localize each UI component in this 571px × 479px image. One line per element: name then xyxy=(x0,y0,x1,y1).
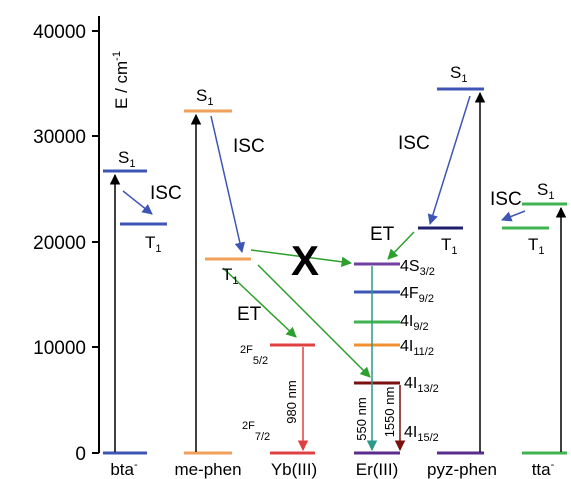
label-pyzphen-isc: ISC xyxy=(398,133,430,154)
label-er-4i152: 4I15/2 xyxy=(404,424,439,444)
label-tta-s1: S1 xyxy=(537,180,554,202)
label-yb-980: 980 nm xyxy=(284,380,299,423)
energy-axis-label-sup: -1 xyxy=(111,51,123,61)
label-er-4f92: 4F9/2 xyxy=(400,285,434,305)
arrow-tta-isc xyxy=(501,210,526,222)
label-pyzphen-et: ET xyxy=(370,224,395,245)
tick-label-40000: 40000 xyxy=(33,22,86,43)
level-labels: S1 T1 S1 T1 2F5/2 2F7/2 4S3/2 4F9/2 4I9/… xyxy=(118,63,554,444)
tick-label-20000: 20000 xyxy=(33,233,86,254)
tick-0: 0 xyxy=(75,444,99,465)
label-er-4i112: 4I11/2 xyxy=(400,338,434,358)
energy-axis-ticks: 0 10000 20000 30000 40000 xyxy=(33,22,99,465)
arrow-pyzphen-isc xyxy=(427,95,471,226)
label-pyzphen-s1: S1 xyxy=(450,63,467,85)
column-label-bta: bta- xyxy=(110,459,138,479)
label-er-550: 550 nm xyxy=(354,397,369,440)
column-label-yb: Yb(III) xyxy=(271,460,317,479)
label-mephen-isc: ISC xyxy=(233,136,265,157)
label-mephen-t1: T1 xyxy=(222,265,239,287)
column-label-mephen: me-phen xyxy=(174,460,241,479)
label-er-4i92: 4I9/2 xyxy=(400,313,429,333)
label-yb-2f52: 2F5/2 xyxy=(240,344,268,367)
label-er-4i132: 4I13/2 xyxy=(404,375,439,395)
label-er-4s32: 4S3/2 xyxy=(400,258,435,278)
energy-axis-label-main: E / cm xyxy=(112,61,131,109)
label-bta-s1: S1 xyxy=(118,148,135,170)
tick-10000: 10000 xyxy=(33,338,99,359)
label-yb-2f72: 2F7/2 xyxy=(242,420,270,443)
arrow-mephen-isc xyxy=(210,115,246,254)
label-mephen-et-yb: ET xyxy=(237,304,262,325)
energy-axis: 0 10000 20000 30000 40000 E / cm-1 xyxy=(33,16,131,465)
levels xyxy=(103,87,567,455)
tick-label-0: 0 xyxy=(75,444,86,465)
arrow-pyzphen-et-er xyxy=(387,231,415,260)
label-bta-t1: T1 xyxy=(145,233,162,255)
arrow-mephen-et-er-s32 xyxy=(250,249,353,267)
transitions xyxy=(109,91,567,452)
tick-40000: 40000 xyxy=(33,22,99,43)
label-tta-t1: T1 xyxy=(528,235,545,257)
label-er-1550: 1550 nm xyxy=(382,387,397,438)
transition-labels: ISC ISC ET X ISC ET ISC 980 nm 550 nm 15… xyxy=(150,133,522,441)
blocked-transfer-mark: X xyxy=(291,237,319,284)
arrow-mephen-et-yb xyxy=(222,267,297,338)
energy-axis-label: E / cm-1 xyxy=(111,51,131,109)
tick-20000: 20000 xyxy=(33,233,99,254)
tick-label-10000: 10000 xyxy=(33,338,86,359)
column-label-tta: tta- xyxy=(532,459,555,479)
tick-label-30000: 30000 xyxy=(33,127,86,148)
column-labels: bta- me-phen Yb(III) Er(III) pyz-phen tt… xyxy=(110,459,554,479)
label-tta-isc: ISC xyxy=(490,189,522,210)
arrow-bta-isc xyxy=(122,190,153,215)
arrow-mephen-et-er-i132 xyxy=(257,264,371,378)
column-label-pyzphen: pyz-phen xyxy=(427,460,497,479)
column-label-er: Er(III) xyxy=(356,460,399,479)
label-mephen-s1: S1 xyxy=(196,86,213,108)
label-pyzphen-t1: T1 xyxy=(441,235,458,257)
tick-30000: 30000 xyxy=(33,127,99,148)
label-bta-isc: ISC xyxy=(150,183,182,204)
